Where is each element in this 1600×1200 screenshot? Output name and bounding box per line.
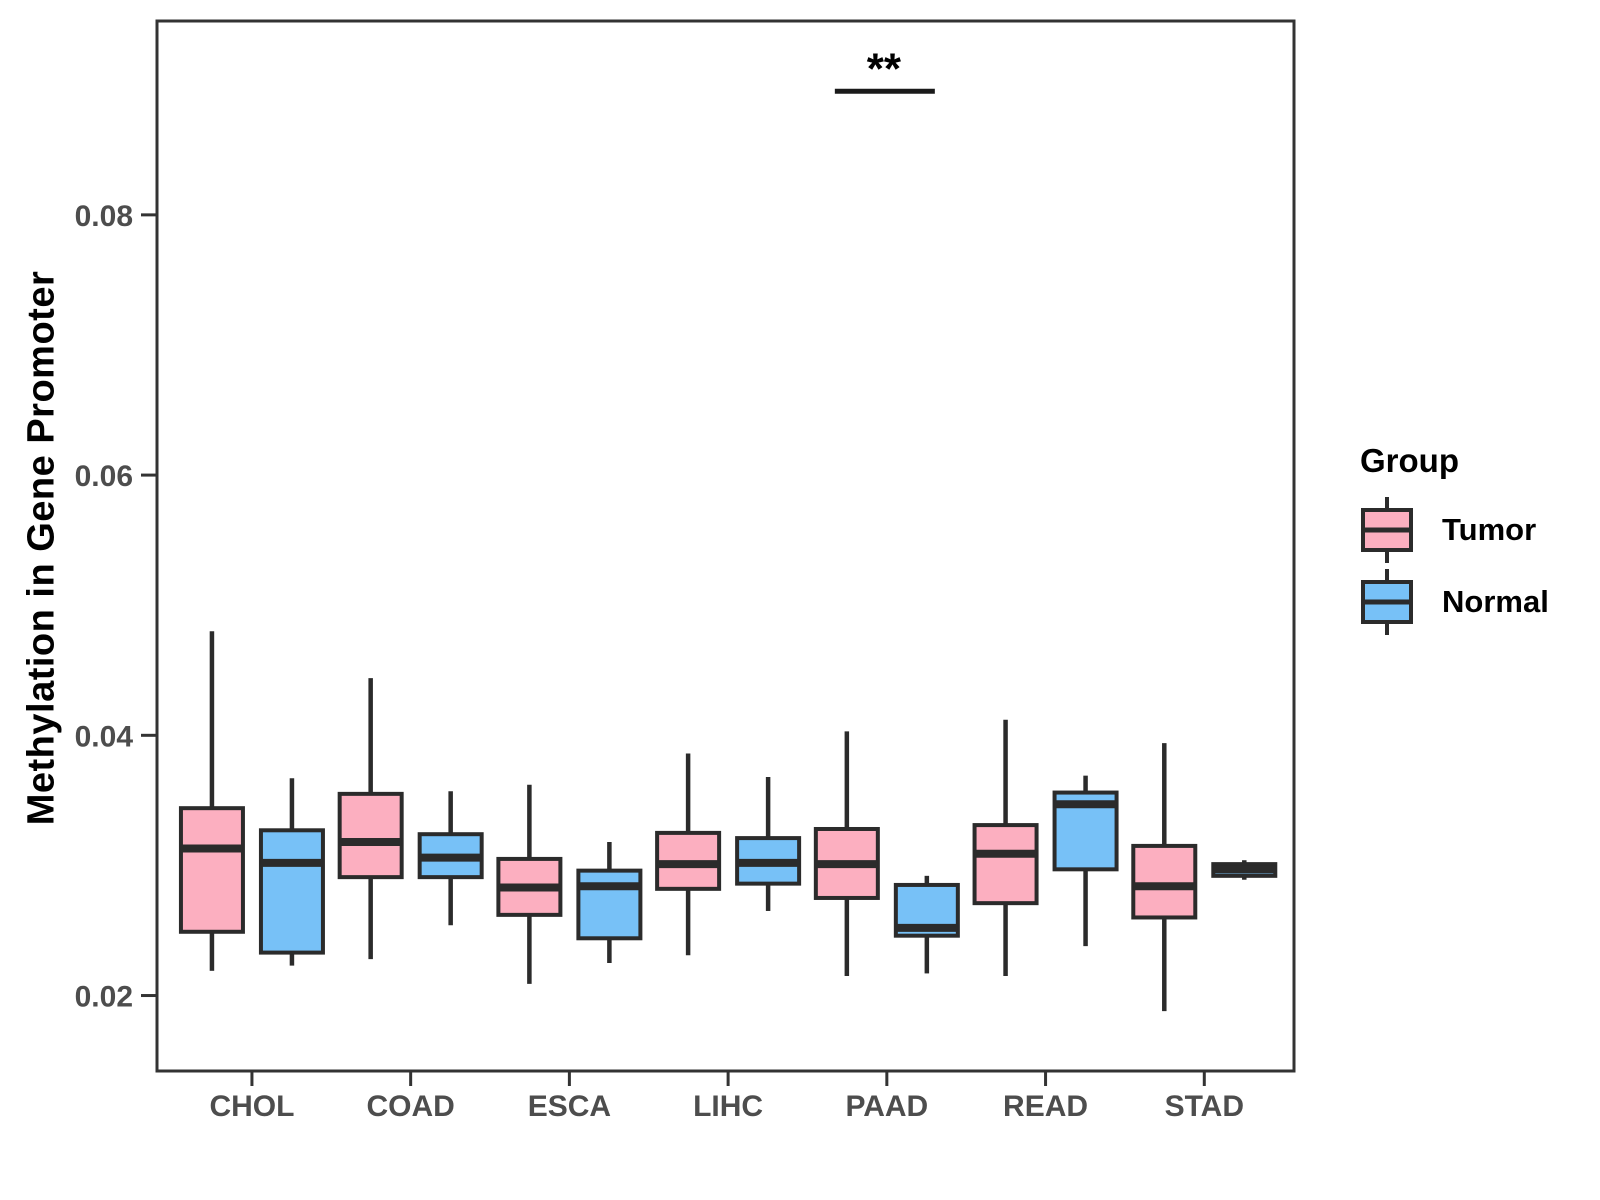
x-tick-label-chol: CHOL xyxy=(209,1090,294,1123)
x-tick-label-esca: ESCA xyxy=(528,1090,611,1123)
box-esca-normal xyxy=(576,868,643,941)
x-tick-label-read: READ xyxy=(1003,1090,1088,1123)
box-chol-tumor xyxy=(178,806,245,934)
legend-title: Group xyxy=(1360,442,1459,479)
y-tick-label: 0.08 xyxy=(75,200,133,233)
legend-item-normal: Normal xyxy=(1358,566,1549,638)
legend-key-normal-boxplot-icon xyxy=(1361,569,1413,635)
x-tick-label-paad: PAAD xyxy=(845,1090,928,1123)
plot-panel-border xyxy=(155,19,1296,1073)
y-tick-label: 0.06 xyxy=(75,460,133,493)
y-tick-label: 0.04 xyxy=(75,720,134,753)
x-tick-label-lihc: LIHC xyxy=(693,1090,763,1123)
legend-item-tumor: Tumor xyxy=(1358,494,1549,566)
x-tick-label-coad: COAD xyxy=(366,1090,454,1123)
box-coad-tumor xyxy=(337,791,404,880)
x-tick-label-stad: STAD xyxy=(1165,1090,1244,1123)
box-stad-tumor xyxy=(1131,843,1198,920)
legend-label-normal: Normal xyxy=(1442,584,1549,619)
legend-key-tumor-boxplot-icon xyxy=(1361,497,1413,563)
y-tick-label: 0.02 xyxy=(75,981,133,1014)
legend: Group Tumor Normal xyxy=(1358,442,1549,638)
y-axis-title: Methylation in Gene Promoter xyxy=(20,270,63,826)
box-chol-normal xyxy=(258,828,325,955)
legend-label-tumor: Tumor xyxy=(1442,512,1537,547)
significance-stars: ** xyxy=(867,44,902,93)
box-read-tumor xyxy=(972,823,1039,906)
